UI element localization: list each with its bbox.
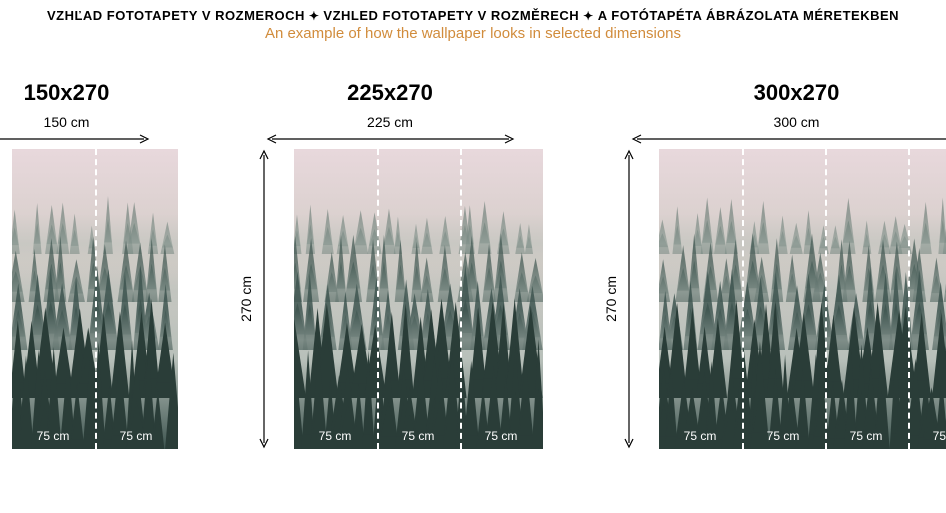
height-arrow xyxy=(623,149,635,449)
sparkle-icon: ✦ xyxy=(583,9,594,23)
header-subtitle: An example of how the wallpaper looks in… xyxy=(0,25,946,42)
size-title: 225x270 xyxy=(347,80,433,106)
header-multilang: VZHĽAD FOTOTAPETY V ROZMEROCH ✦ VZHLED F… xyxy=(0,8,946,23)
wallpaper-preview: 75 cm75 cm75 cm75 cm xyxy=(659,149,946,449)
width-label: 150 cm xyxy=(44,114,90,130)
wallpaper-preview: 75 cm75 cm75 cm xyxy=(294,149,543,449)
width-label: 225 cm xyxy=(367,114,413,130)
height-label: 270 cm xyxy=(603,276,619,322)
size-title: 150x270 xyxy=(24,80,110,106)
header-hu: A FOTÓTAPÉTA ÁBRÁZOLATA MÉRETEKBEN xyxy=(598,8,899,23)
width-arrow xyxy=(266,133,515,145)
width-arrow xyxy=(0,133,150,145)
size-panel: 300x270 300 cm 270 cm xyxy=(603,80,946,449)
size-title: 300x270 xyxy=(754,80,840,106)
size-panel: 150x270 150 cm 270 cm xyxy=(0,80,178,449)
width-label: 300 cm xyxy=(774,114,820,130)
size-panel: 225x270 225 cm 270 cm xyxy=(238,80,543,449)
height-arrow xyxy=(258,149,270,449)
header-sk: VZHĽAD FOTOTAPETY V ROZMEROCH xyxy=(47,8,305,23)
sparkle-icon: ✦ xyxy=(309,9,320,23)
height-label: 270 cm xyxy=(238,276,254,322)
width-arrow xyxy=(631,133,946,145)
wallpaper-preview: 75 cm75 cm xyxy=(12,149,178,449)
header-cz: VZHLED FOTOTAPETY V ROZMĚRECH xyxy=(323,8,579,23)
